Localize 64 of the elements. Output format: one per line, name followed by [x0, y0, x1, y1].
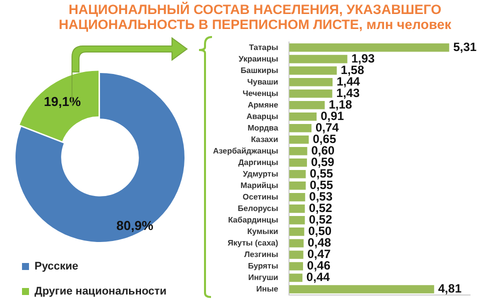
bar	[289, 239, 304, 248]
bar	[289, 285, 434, 294]
bar	[289, 216, 305, 224]
bar	[289, 43, 450, 52]
bar	[289, 182, 306, 190]
data-label: 0,65	[312, 132, 336, 146]
y-tick-label: Марийцы	[240, 180, 278, 190]
bar	[289, 228, 304, 236]
bar	[289, 170, 306, 178]
bar	[289, 112, 317, 121]
bar	[289, 204, 305, 213]
y-tick-label: Якуты (саха)	[228, 238, 279, 248]
data-label: 0,91	[320, 108, 344, 123]
y-tick-label: Ингуши	[248, 272, 278, 282]
y-tick-label: Белорусы	[238, 204, 278, 213]
data-label: 1,18	[328, 97, 352, 112]
y-tick-label: Осетины	[242, 192, 278, 202]
y-tick-label: Буряты	[248, 261, 278, 270]
y-tick-label: Лезгины	[244, 250, 278, 259]
data-label: 0,47	[307, 247, 332, 262]
y-tick-label: Кумыки	[247, 226, 278, 236]
data-label: 80,9%	[116, 218, 154, 233]
bar	[289, 274, 302, 282]
data-label: 1,44	[336, 74, 360, 88]
bar	[289, 193, 306, 202]
bar	[289, 66, 337, 75]
y-tick-label: Кабардинцы	[228, 215, 278, 224]
data-label: 0,44	[306, 270, 330, 284]
y-tick-label: Татары	[248, 42, 278, 52]
y-tick-label: Башкиры	[240, 66, 278, 75]
y-tick-label: Армяне	[248, 100, 279, 110]
y-tick-label: Украинцы	[238, 54, 278, 64]
bar	[289, 146, 308, 156]
legend-label: Другие национальности	[34, 286, 167, 298]
data-label: 19,1%	[44, 94, 82, 110]
data-label: 1,93	[351, 51, 376, 66]
data-label: 0,50	[308, 224, 332, 238]
y-tick-label: Чуваши	[247, 77, 278, 86]
data-label: 5,31	[453, 40, 477, 54]
bar	[289, 262, 304, 270]
data-label: 0,46	[307, 258, 331, 273]
y-tick-label: Мордва	[248, 123, 279, 132]
legend-label: Русские	[34, 260, 78, 273]
y-tick-label: Даргинцы	[238, 158, 278, 167]
y-tick-label: Аварцы	[246, 112, 278, 121]
bar	[289, 54, 348, 64]
data-label: 0,48	[308, 236, 332, 250]
data-label: 4,81	[438, 282, 462, 296]
y-tick-label: Азербайджанцы	[213, 146, 278, 156]
bar	[289, 78, 333, 86]
data-label: 1,43	[336, 86, 360, 100]
bar	[289, 100, 325, 110]
text: НАЦИОНАЛЬНЫЙ СОСТАВ НАСЕЛЕНИЯ, УКАЗАВШЕГО НАЦИОНАЛЬНОСТЬ В ПЕРЕПИСНОМ ЛИСТЕ, млн человек	[58, 2, 452, 32]
y-tick-label: Чеченцы	[242, 88, 278, 98]
data-label: 1,58	[340, 62, 364, 77]
y-tick-label: Удмурты	[242, 169, 278, 178]
bar	[289, 158, 307, 167]
y-tick-label: Иные	[256, 284, 279, 294]
bar	[289, 135, 309, 144]
bar	[289, 250, 304, 259]
bar	[289, 89, 332, 98]
data-label: 0,52	[308, 212, 333, 227]
bar	[289, 124, 312, 132]
y-tick-label: Казахи	[250, 134, 278, 144]
